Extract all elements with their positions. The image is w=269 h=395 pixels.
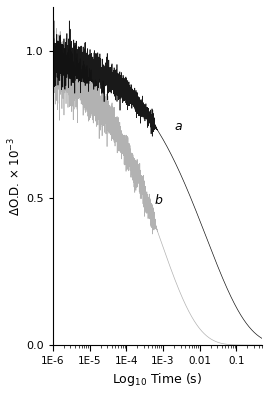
X-axis label: Log$_{10}$ Time (s): Log$_{10}$ Time (s) (112, 371, 203, 388)
Y-axis label: ΔO.D. × 10$^{-3}$: ΔO.D. × 10$^{-3}$ (7, 136, 24, 216)
Text: a: a (174, 120, 182, 134)
Text: b: b (155, 194, 163, 207)
